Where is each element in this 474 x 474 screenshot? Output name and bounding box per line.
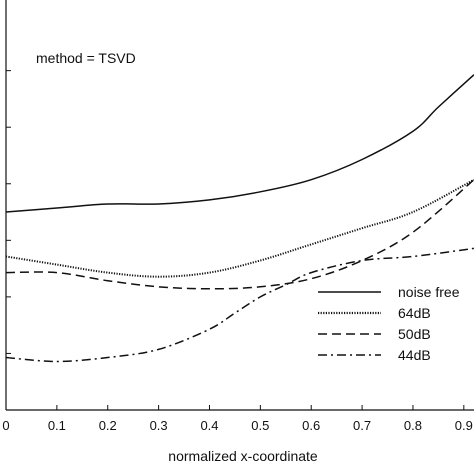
- x-axis-label: normalized x-coordinate: [168, 448, 318, 464]
- x-tick-label: 0.8: [404, 418, 422, 433]
- legend: noise free 64dB 50dB 44dB: [318, 284, 460, 363]
- legend-label-2: 64dB: [398, 305, 431, 321]
- axes: 0 0.1 0.2 0.3 0.4 0.5 0.6 0.7 0.8 0.9: [2, 0, 474, 433]
- series-line-1: [5, 74, 474, 213]
- x-tick-label: 0: [2, 418, 9, 433]
- x-tick-label: 0.3: [150, 418, 168, 433]
- legend-label-4: 44dB: [398, 347, 431, 363]
- x-tick-label: 0.7: [353, 418, 371, 433]
- x-tick-label: 0.9: [455, 418, 473, 433]
- legend-label-1: noise free: [398, 284, 460, 300]
- x-tick-label: 0.5: [251, 418, 269, 433]
- series-line-2: [5, 178, 474, 278]
- annotation-text: method = TSVD: [36, 50, 136, 66]
- legend-label-3: 50dB: [398, 326, 431, 342]
- x-tick-label: 0.6: [302, 418, 320, 433]
- x-tick-label: 0.2: [99, 418, 117, 433]
- x-tick-label: 0.4: [200, 418, 218, 433]
- series-line-4: [5, 247, 474, 363]
- x-tick-label: 0.1: [48, 418, 66, 433]
- series-line-3: [5, 179, 474, 290]
- series-layer: [5, 74, 474, 363]
